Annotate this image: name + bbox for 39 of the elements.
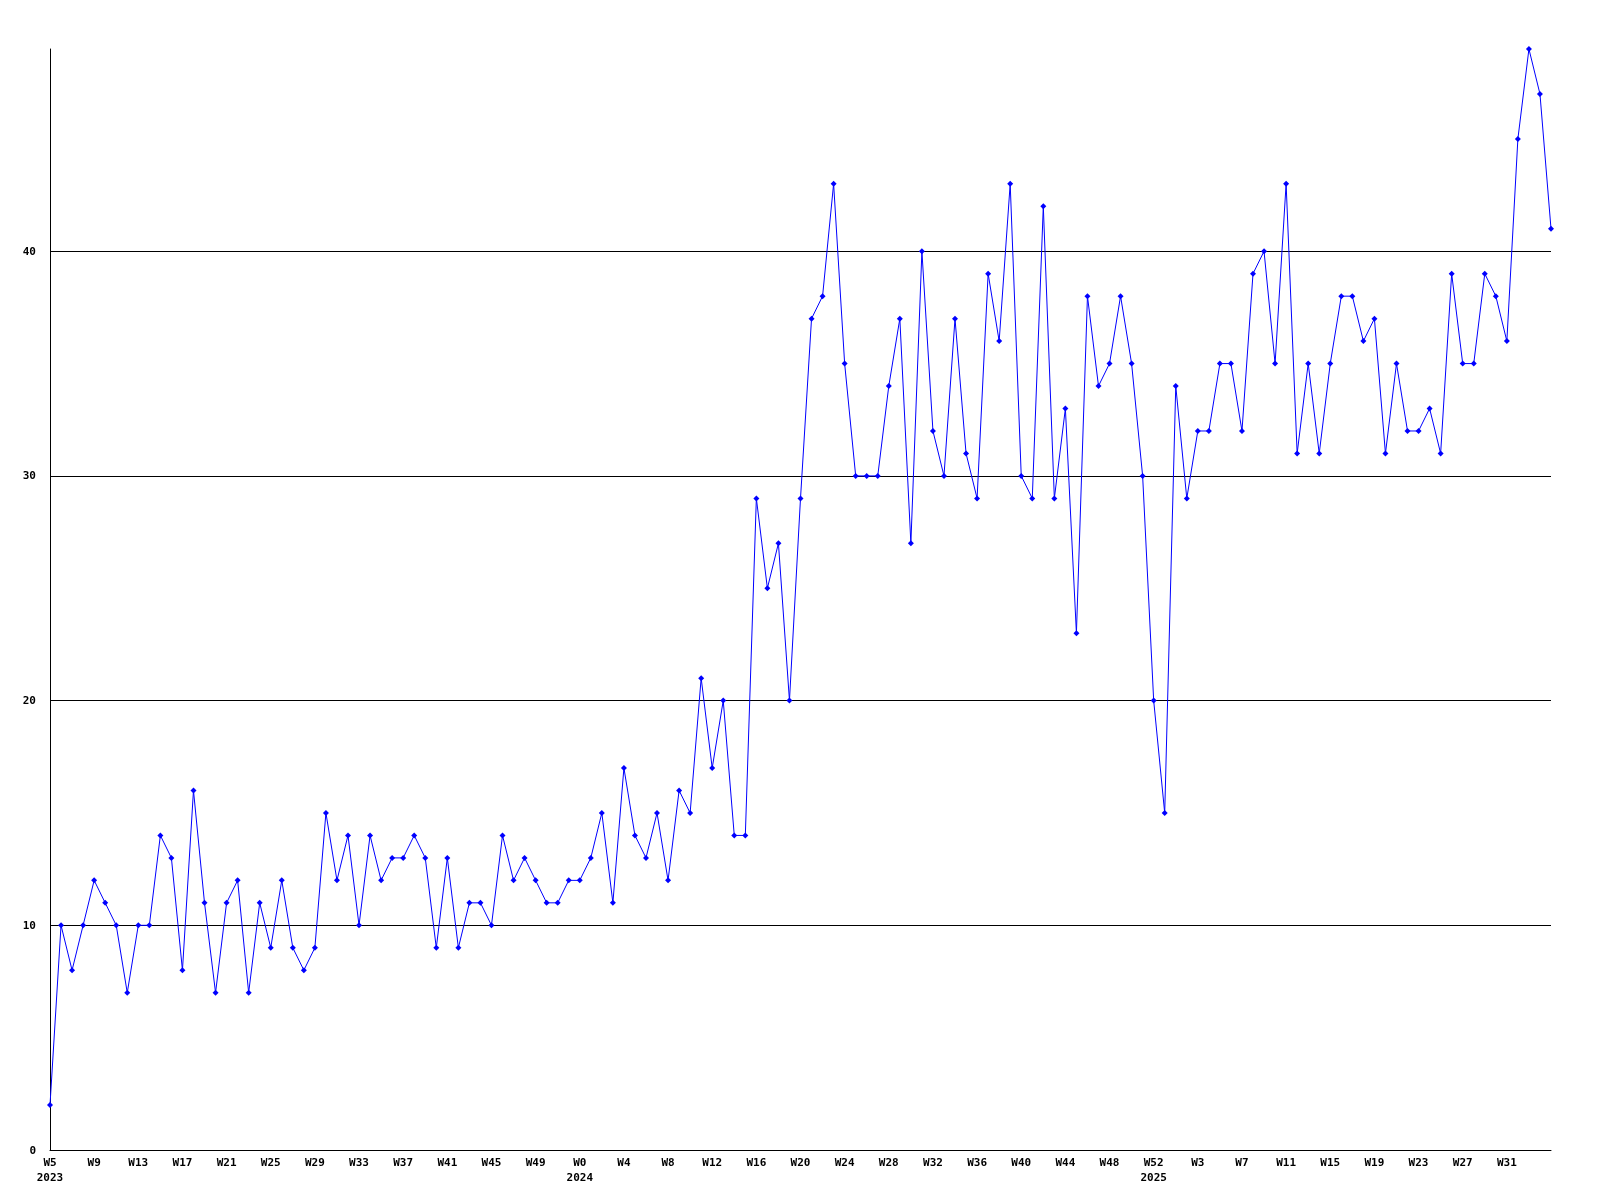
x-tick-label: W20 <box>790 1156 811 1169</box>
x-tick-label: W24 <box>834 1156 855 1169</box>
y-tick-label: 30 <box>22 469 36 483</box>
x-tick-label: W11 <box>1276 1156 1297 1169</box>
x-tick-label: W49 <box>525 1156 546 1169</box>
x-tick-label: W36 <box>967 1156 988 1169</box>
x-tick-label: W16 <box>746 1156 767 1169</box>
x-tick-label: W28 <box>878 1156 899 1169</box>
x-tick-label: W0 2024 <box>566 1156 594 1184</box>
x-tick-label: W4 <box>617 1156 631 1169</box>
x-tick-label: W45 <box>481 1156 502 1169</box>
x-tick-label: W27 <box>1452 1156 1473 1169</box>
x-tick-label: W9 <box>87 1156 101 1169</box>
x-tick-label: W44 <box>1055 1156 1076 1169</box>
x-tick-label: W29 <box>304 1156 325 1169</box>
y-tick-label: 20 <box>22 694 36 708</box>
y-tick-label: 40 <box>22 244 36 258</box>
x-tick-label: W41 <box>437 1156 458 1169</box>
x-tick-label: W17 <box>172 1156 193 1169</box>
x-tick-label: W13 <box>128 1156 149 1169</box>
x-tick-label: W8 <box>661 1156 675 1169</box>
x-tick-label: W3 <box>1191 1156 1205 1169</box>
x-tick-label: W31 <box>1496 1156 1518 1169</box>
x-tick-label: W5 2023 <box>36 1156 64 1184</box>
x-tick-label: W7 <box>1235 1156 1249 1169</box>
y-tick-label: 10 <box>22 918 36 932</box>
x-tick-label: W25 <box>260 1156 281 1169</box>
x-tick-label: W15 <box>1320 1156 1341 1169</box>
x-tick-label: W33 <box>349 1156 369 1169</box>
x-tick-label: W40 <box>1011 1156 1032 1169</box>
x-tick-label: W21 <box>216 1156 237 1169</box>
x-tick-label: W52 2025 <box>1140 1156 1167 1184</box>
x-tick-label: W23 <box>1408 1156 1429 1169</box>
x-tick-label: W19 <box>1364 1156 1385 1169</box>
y-tick-label: 0 <box>29 1143 36 1157</box>
x-tick-label: W48 <box>1099 1156 1120 1169</box>
x-tick-label: W32 <box>923 1156 943 1169</box>
x-tick-label: W37 <box>393 1156 414 1169</box>
x-tick-label: W12 <box>702 1156 723 1169</box>
